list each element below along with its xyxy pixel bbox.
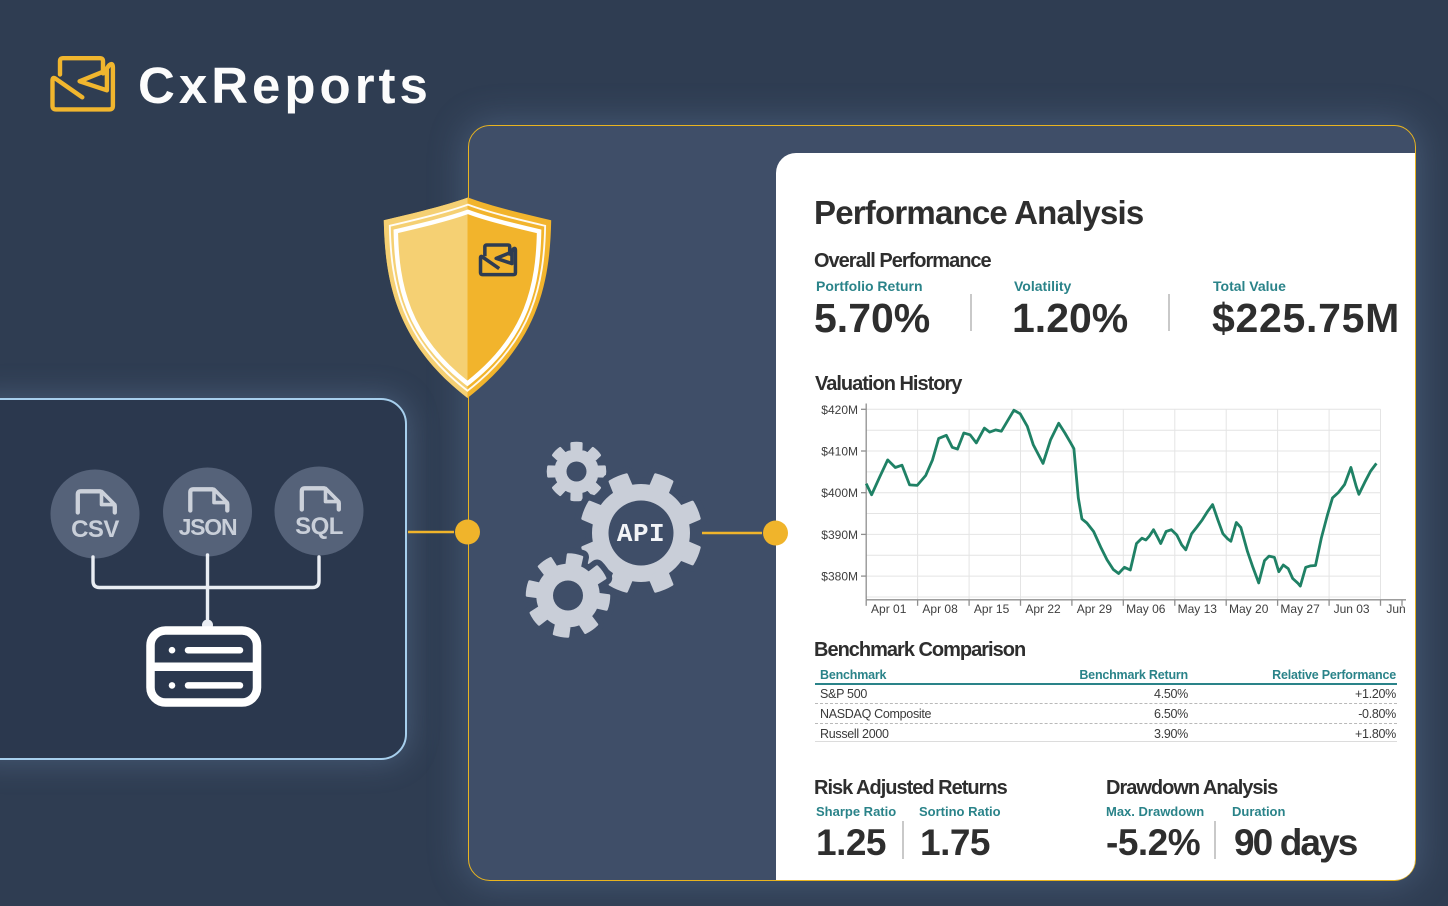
svg-text:Apr 22: Apr 22 — [1025, 602, 1061, 616]
svg-text:$390M: $390M — [821, 527, 858, 541]
svg-text:Jun: Jun — [1386, 602, 1405, 616]
svg-text:Apr 29: Apr 29 — [1077, 602, 1113, 616]
svg-text:Apr 15: Apr 15 — [974, 602, 1010, 616]
svg-text:$380M: $380M — [821, 569, 858, 583]
svg-text:$410M: $410M — [821, 444, 858, 458]
svg-text:CSV: CSV — [71, 516, 119, 543]
svg-text:May 06: May 06 — [1126, 602, 1166, 616]
svg-text:Jun 03: Jun 03 — [1334, 602, 1370, 616]
svg-text:May 20: May 20 — [1229, 602, 1269, 616]
svg-text:$420M: $420M — [821, 402, 858, 416]
svg-text:May 27: May 27 — [1280, 602, 1320, 616]
svg-text:API: API — [617, 519, 665, 549]
svg-text:Apr 01: Apr 01 — [871, 602, 907, 616]
svg-text:$400M: $400M — [821, 486, 858, 500]
svg-text:SQL: SQL — [295, 513, 343, 540]
svg-text:JSON: JSON — [179, 514, 237, 540]
svg-text:Apr 08: Apr 08 — [922, 602, 958, 616]
svg-text:May 13: May 13 — [1178, 602, 1218, 616]
